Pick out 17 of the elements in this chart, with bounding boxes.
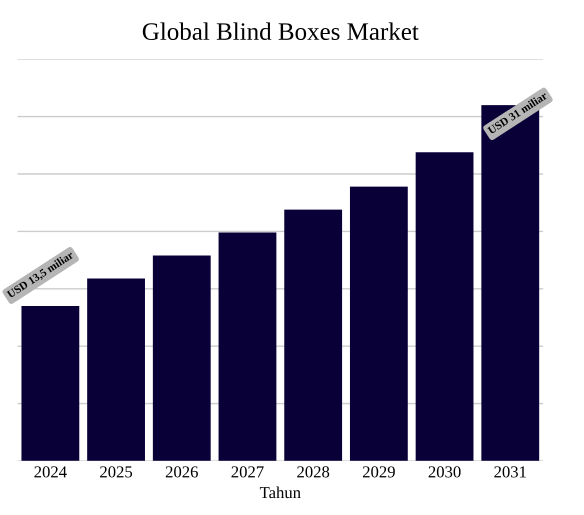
bar — [284, 210, 342, 461]
x-tick-label: 2026 — [166, 466, 198, 478]
x-tick-label: 2025 — [100, 466, 132, 478]
x-tick-label: 2029 — [362, 466, 395, 478]
bar — [350, 186, 408, 461]
x-tick-label: 2027 — [232, 466, 264, 478]
x-axis-title: Tahun — [260, 486, 301, 498]
x-tick-label: 2028 — [297, 466, 330, 478]
bar — [416, 152, 474, 461]
bar — [21, 306, 80, 461]
x-tick-label: 2024 — [34, 466, 67, 478]
x-tick-label: 2030 — [428, 466, 461, 478]
bar — [152, 255, 211, 461]
x-tick-label: 2031 — [494, 466, 526, 478]
chart-title: Global Blind Boxes Market — [142, 22, 419, 40]
bar — [218, 232, 276, 461]
bar — [87, 278, 145, 461]
